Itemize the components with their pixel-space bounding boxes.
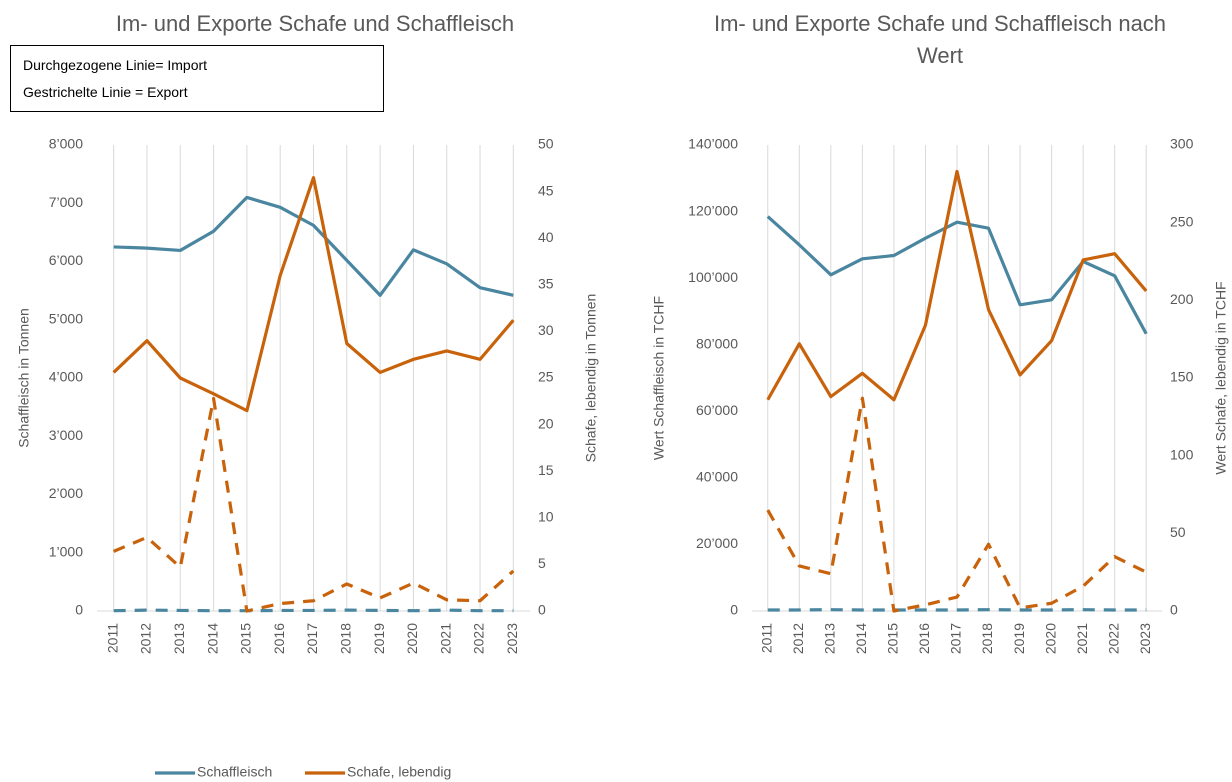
y-tick-label: 0 — [730, 602, 738, 618]
y-tick-label: 6’000 — [49, 252, 83, 268]
y-tick-label: 100’000 — [688, 269, 738, 285]
y-tick-label: 1’000 — [49, 543, 83, 559]
x-tick-label: 2023 — [1137, 623, 1153, 654]
y2-tick-label: 300 — [1170, 136, 1194, 152]
x-tick-label: 2013 — [171, 623, 187, 654]
y-axis-label: Schaffleisch in Tonnen — [16, 308, 32, 448]
y2-axis-label: Schafe, lebendig in Tonnen — [583, 294, 599, 463]
y2-tick-label: 50 — [538, 136, 554, 152]
y2-tick-label: 200 — [1170, 291, 1194, 307]
x-tick-label: 2012 — [138, 623, 154, 654]
x-tick-label: 2016 — [271, 623, 287, 654]
x-tick-label: 2019 — [1011, 623, 1027, 654]
y-tick-label: 7’000 — [49, 194, 83, 210]
y-tick-label: 20’000 — [696, 535, 738, 551]
x-tick-label: 2020 — [1042, 623, 1058, 654]
y-tick-label: 8’000 — [49, 136, 83, 152]
y2-tick-label: 0 — [1170, 602, 1178, 618]
data-line — [113, 608, 514, 613]
y-tick-label: 3’000 — [49, 427, 83, 443]
y-tick-label: 60’000 — [696, 402, 738, 418]
y2-tick-label: 45 — [538, 182, 554, 198]
legend-label: Schafe, lebendig — [347, 764, 451, 780]
data-line — [112, 176, 515, 413]
x-tick-label: 2015 — [885, 623, 901, 654]
x-tick-label: 2017 — [304, 623, 320, 654]
y2-tick-label: 35 — [538, 276, 554, 292]
y-tick-label: 0 — [75, 602, 83, 618]
data-line — [766, 169, 1148, 402]
x-tick-label: 2013 — [822, 623, 838, 654]
y2-tick-label: 0 — [538, 602, 546, 618]
y2-tick-label: 10 — [538, 509, 554, 525]
chart-title: Im- und Exporte Schafe und Schaffleisch … — [713, 11, 1167, 68]
x-tick-label: 2011 — [758, 623, 774, 653]
y2-tick-label: 150 — [1170, 369, 1194, 385]
x-tick-label: 2018 — [979, 623, 995, 654]
y-tick-label: 5’000 — [49, 310, 83, 326]
annotation-box: Durchgezogene Linie= Import Gestrichelte… — [10, 45, 384, 112]
y2-tick-label: 30 — [538, 322, 554, 338]
x-tick-label: 2021 — [1074, 623, 1090, 654]
y-axis-label: Wert Schaffleisch in TCHF — [651, 296, 667, 460]
y-tick-label: 2’000 — [49, 485, 83, 501]
x-tick-label: 2015 — [238, 623, 254, 654]
x-tick-label: 2017 — [948, 623, 964, 654]
data-line — [113, 195, 514, 297]
y-tick-label: 80’000 — [696, 335, 738, 351]
y-tick-label: 140’000 — [688, 136, 738, 152]
x-tick-label: 2023 — [504, 623, 520, 654]
y2-tick-label: 5 — [538, 555, 546, 571]
y2-tick-label: 25 — [538, 369, 554, 385]
x-tick-label: 2014 — [853, 623, 869, 654]
x-tick-label: 2011 — [104, 623, 120, 653]
x-tick-label: 2021 — [437, 623, 453, 654]
annotation: Durchgezogene Linie= Import — [23, 57, 208, 73]
x-tick-label: 2014 — [204, 623, 220, 654]
y2-tick-label: 20 — [538, 415, 554, 431]
data-line — [766, 396, 1147, 613]
legend-label: Schaffleisch — [197, 764, 272, 780]
x-tick-label: 2019 — [371, 623, 387, 654]
y2-tick-label: 250 — [1170, 213, 1194, 229]
x-tick-label: 2018 — [338, 623, 354, 654]
y2-tick-label: 100 — [1170, 446, 1194, 462]
y-tick-label: 4’000 — [49, 369, 83, 385]
x-tick-label: 2020 — [404, 623, 420, 654]
annotation: Gestrichelte Linie = Export — [23, 84, 188, 100]
data-line — [113, 396, 515, 613]
x-tick-label: 2022 — [471, 623, 487, 654]
x-tick-label: 2016 — [916, 623, 932, 654]
y-tick-label: 40’000 — [696, 469, 738, 485]
y2-tick-label: 15 — [538, 462, 554, 478]
chart-title: Im- und Exporte Schafe und Schaffleisch — [115, 11, 515, 36]
y-tick-label: 120’000 — [688, 202, 738, 218]
x-tick-label: 2012 — [790, 623, 806, 654]
x-tick-label: 2022 — [1105, 623, 1121, 654]
y2-tick-label: 50 — [1170, 524, 1186, 540]
y2-tick-label: 40 — [538, 229, 554, 245]
y2-axis-label: Wert Schafe, lebendig in TCHF — [1213, 281, 1229, 474]
